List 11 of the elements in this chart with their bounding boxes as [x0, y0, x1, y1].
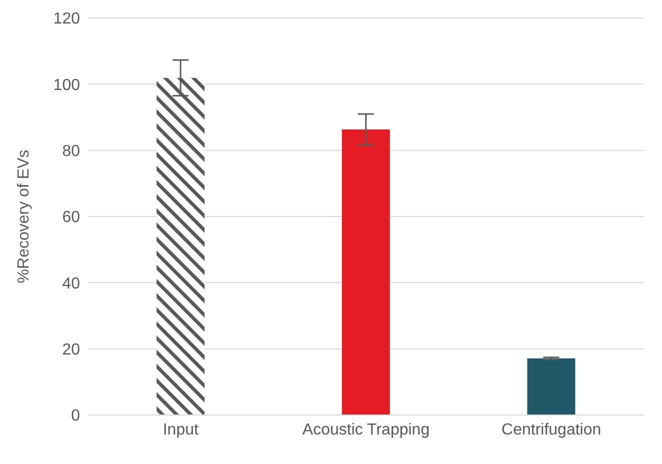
y-tick-label: 120: [53, 10, 80, 28]
x-tick-label: Acoustic Trapping: [302, 421, 430, 438]
x-tick-label: Input: [162, 421, 200, 438]
x-tick-label: Centrifugation: [502, 421, 602, 438]
y-tick-label: 0: [71, 408, 80, 425]
y-tick-label: 100: [53, 76, 80, 94]
y-tick-label: 20: [62, 342, 80, 359]
y-axis-title: %Recovery of EVs: [16, 150, 33, 284]
y-tick-label: 40: [62, 275, 80, 292]
y-tick-label: 80: [62, 143, 80, 160]
y-tick-label: 60: [62, 209, 80, 226]
